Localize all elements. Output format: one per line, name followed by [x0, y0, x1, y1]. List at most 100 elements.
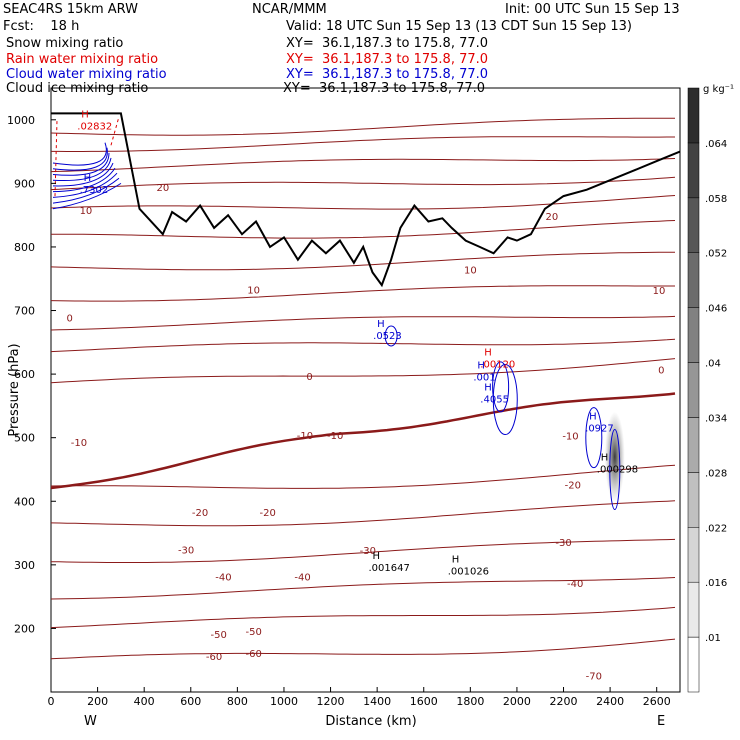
x-axis-title: Distance (km) [325, 714, 416, 729]
maximum-marker: H [589, 411, 597, 422]
cloud-water-contour [585, 407, 603, 469]
colorbar-level-label: .034 [705, 413, 727, 424]
isotherm-line [50, 606, 676, 629]
field-snow-xy: XY= 36.1,187.3 to 175.8, 77.0 [286, 36, 488, 51]
maximum-value: .00120 [480, 360, 515, 371]
temperature-contour-label: 20 [156, 183, 169, 194]
maximum-value: .7302 [80, 185, 109, 196]
maximum-marker: H [81, 109, 89, 120]
isotherm-line [50, 117, 675, 136]
plot-frame [50, 87, 681, 693]
cloud-water-contour [52, 152, 110, 176]
field-rain-xy: XY= 36.1,187.3 to 175.8, 77.0 [286, 52, 488, 67]
x-tick-label: 1200 [317, 695, 345, 708]
temperature-contour-label: -60 [206, 652, 222, 663]
temperature-contour-label: -50 [211, 630, 227, 641]
colorbar-cell [687, 87, 700, 144]
temperature-contour-label: -50 [246, 627, 262, 638]
isotherm-line [50, 158, 676, 173]
x-tick-label: 2400 [596, 695, 624, 708]
terrain-layer [51, 112, 681, 288]
temperature-contour-label: -40 [294, 573, 310, 584]
maximum-value: .001026 [448, 566, 489, 577]
maximum-value: .001647 [368, 563, 409, 574]
colorbar-level-label: .028 [705, 468, 727, 479]
isotherm-line [50, 176, 676, 191]
maximum-value: .02832 [77, 121, 112, 132]
x-tick-label: 400 [134, 695, 155, 708]
y-tick-label: 700 [14, 305, 35, 318]
temperature-contour-label: 10 [247, 285, 260, 296]
isotherm-line [50, 638, 676, 660]
maximum-marker: H [484, 383, 492, 394]
contour-label-layer: -70 -60 -60 -50 -50 -40 -40 -40 -30 -30 -30 -20 -20 -… [66, 109, 665, 682]
colorbar-level-label: .016 [705, 578, 727, 589]
y-tick-label: 400 [14, 495, 35, 508]
colorbar-level-label: .058 [705, 194, 727, 205]
init-time: Init: 00 UTC Sun 15 Sep 13 [505, 2, 680, 17]
colorbar-unit: g kg⁻¹ [703, 84, 734, 95]
temperature-contour-label: 0 [658, 365, 664, 376]
field-snow-name: Snow mixing ratio [6, 36, 123, 51]
temperature-contour-label: 0 [306, 372, 312, 383]
colorbar-level-label: .052 [705, 249, 727, 260]
colorbar-cell [687, 362, 700, 418]
forecast-hour: Fcst: 18 h [3, 19, 79, 34]
colorbar: .01 .016 .022 .028 .034 .04 .046 .052 .058 .064 [687, 87, 727, 693]
x-tick-label: 200 [87, 695, 108, 708]
cloud-water-contour [52, 162, 114, 187]
colorbar-level-label: .064 [705, 139, 727, 150]
isotherm-line [51, 220, 676, 239]
cloud-water-contour [384, 325, 398, 347]
colorbar-cell [687, 472, 700, 528]
x-end-west: W [84, 714, 97, 729]
cloud-water-contour [52, 177, 120, 204]
org-title: NCAR/MMM [252, 2, 327, 17]
field-rain-name: Rain water mixing ratio [6, 52, 158, 67]
x-axis: 0 200 400 600 800 1000 1200 1400 1600 1800 2000 220… [48, 687, 671, 708]
isotherm-line [50, 500, 676, 527]
temperature-contour-label: -10 [562, 432, 578, 443]
temperature-contour-label: 10 [464, 266, 477, 277]
maximum-value: .001 [473, 372, 495, 383]
isotherm-line [50, 538, 676, 563]
temperature-contour-label: -30 [360, 546, 376, 557]
maximum-marker: H [484, 348, 492, 359]
temperature-contour-label: -30 [178, 545, 194, 556]
temperature-contour-label: -60 [246, 649, 262, 660]
temperature-contour-label: -40 [567, 579, 583, 590]
maximum-marker: H [377, 319, 385, 330]
isotherm-line [50, 338, 676, 353]
maximum-marker: H [372, 551, 380, 562]
colorbar-cell [687, 197, 700, 253]
x-tick-label: 2000 [503, 695, 531, 708]
x-tick-label: 1400 [363, 695, 391, 708]
maximum-value: .0523 [373, 331, 402, 342]
x-tick-label: 2200 [550, 695, 578, 708]
isotherm-line [50, 251, 675, 271]
temperature-contour-label: -20 [565, 481, 581, 492]
cloud-water-contour [52, 142, 107, 166]
temperature-contour-label: -10 [71, 438, 87, 449]
isotherm-line [50, 195, 676, 210]
y-tick-label: 900 [14, 177, 35, 190]
isotherm-line [50, 285, 675, 302]
maximum-marker: H [601, 453, 609, 464]
temperature-contour-label: -10 [297, 431, 313, 442]
isotherm-line [51, 136, 675, 152]
y-tick-label: 500 [14, 432, 35, 445]
cloud-water-contour [609, 428, 621, 510]
maximum-value: .0927 [585, 423, 614, 434]
temperature-contour-label: -30 [555, 538, 571, 549]
colorbar-cell [687, 417, 700, 473]
y-axis-title: Pressure (hPa) [7, 343, 22, 436]
temperature-contour-label: -20 [192, 508, 208, 519]
y-tick-label: 200 [14, 622, 35, 635]
maximum-value: .000298 [597, 465, 638, 476]
maximum-value: .4055 [480, 395, 509, 406]
x-tick-label: 0 [48, 695, 55, 708]
temperature-contour-label: 0 [66, 313, 72, 324]
maximum-marker: H [477, 360, 485, 371]
model-title: SEAC4RS 15km ARW [3, 2, 138, 17]
cloud-water-contour [52, 172, 118, 198]
